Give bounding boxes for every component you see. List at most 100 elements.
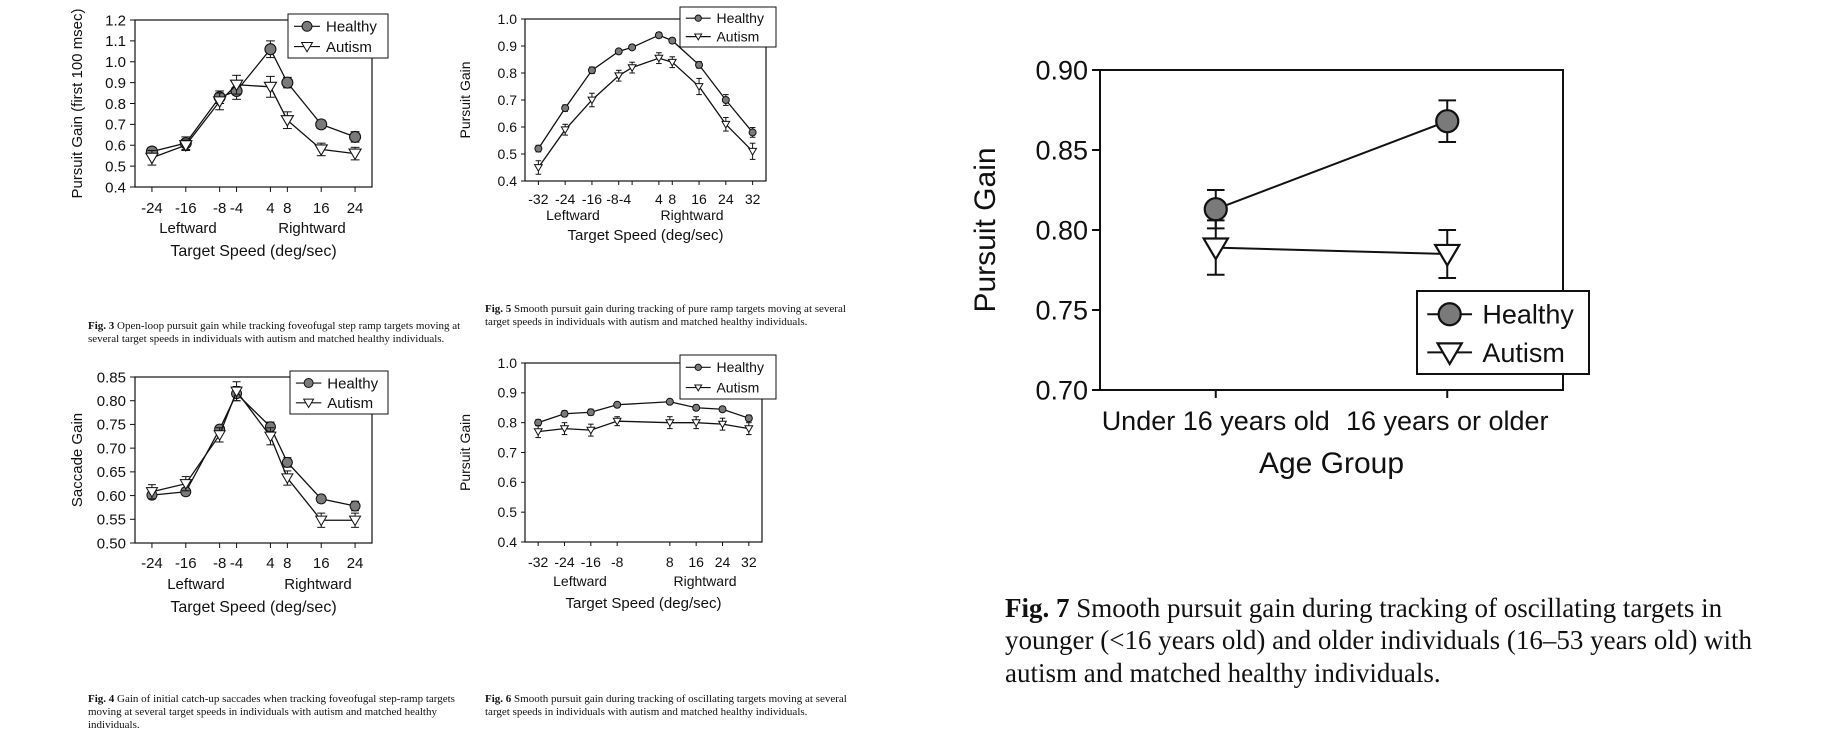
fig5-caption-label: Fig. 5 [485,303,512,315]
fig6-point-healthy [534,418,543,427]
fig6-point-autism [533,428,543,437]
fig6-legend-label-autism: Autism [716,379,759,395]
fig4-point-healthy [315,493,327,505]
fig3-caption-label: Fig. 3 [88,320,115,332]
fig3-y-tick-label: 1.1 [105,33,126,50]
fig5-direction-label-left: Leftward [546,207,600,223]
fig6-chart: 0.4 0.5 0.6 0.7 0.8 0.9 1.0 -32 -24 -16 -8 8 16 24 32 L… [457,354,890,690]
fig4-series-healthy-line [151,392,356,507]
fig7-y-tick-label: 0.80 [1035,215,1088,245]
fig3-direction-label-left: Leftward [159,220,217,237]
fig5-point-autism [533,164,544,173]
fig6-point-autism [744,425,754,434]
fig3-direction-label-right: Rightward [278,220,346,237]
fig7-plot-group: 0.70 0.75 0.80 0.85 0.90 Under 16 years old 16… [969,55,1590,480]
fig5-x-tick-label: -32 [528,191,548,207]
fig5-point-healthy [628,43,637,52]
fig5-point-healthy [654,31,663,40]
fig6-caption-text: Smooth pursuit gain during tracking of o… [485,693,847,719]
fig5-x-tick-label: 24 [718,191,734,207]
fig7-caption-label: Fig. 7 [1005,593,1070,623]
fig3-point-autism [212,96,227,109]
fig3-point-autism [178,140,193,153]
fig4-caption-text: Gain of initial catch-up saccades when t… [88,693,455,732]
fig4-x-tick-label: 16 [313,555,330,572]
fig6-point-healthy [744,414,753,423]
fig4-y-tick-label: 0.80 [97,393,126,410]
fig5-chart-svg: 0.4 0.5 0.6 0.7 0.8 0.9 1.0 -32 -24 -16 -8-4 4 8 16 24… [457,6,777,244]
fig3-x-tick-label: 24 [347,200,364,217]
fig4-x-tick-label: 24 [347,555,364,572]
fig4-y-tick-label: 0.70 [97,440,126,457]
fig5-x-tick-label: -16 [582,191,602,207]
fig6-x-axis-label: Target Speed (deg/sec) [566,595,722,612]
fig5-point-healthy [561,104,570,113]
fig4-x-tick-label: 4 [266,555,274,572]
fig3-x-tick-label: -16 [175,200,197,217]
fig3-caption-text: Open-loop pursuit gain while tracking fo… [88,320,461,346]
fig4-x-tick-label: 8 [283,555,291,572]
fig5-y-tick-label: 0.9 [498,38,518,54]
fig6-x-tick-label: 16 [688,554,704,570]
fig3-point-healthy [349,130,362,143]
fig6-caption: Fig. 6 Smooth pursuit gain during tracki… [485,693,855,719]
fig6-y-tick-label: 0.7 [498,444,518,460]
fig5-y-tick-label: 1.0 [498,11,518,27]
fig6-x-tick-label: 24 [715,554,731,570]
fig5-point-healthy [668,36,677,45]
fig5-y-tick-label: 0.5 [498,146,518,162]
fig3-legend-marker-autism [300,41,314,53]
fig3-y-tick-label: 0.7 [105,117,126,134]
fig7-x-tick-label: Under 16 years old [1102,406,1330,436]
fig7-caption: Fig. 7 Smooth pursuit gain during tracki… [1005,592,1805,689]
fig6-point-autism [559,425,570,434]
fig3-x-tick-label: -24 [141,200,163,217]
fig5-plot-group: 0.4 0.5 0.6 0.7 0.8 0.9 1.0 -32 -24 -16 -8-4 4 8 16 24… [457,6,777,244]
fig4-x-tick-label: -4 [230,555,243,572]
fig6-point-healthy [560,409,569,418]
fig5-point-healthy [534,144,543,153]
fig5-point-healthy [587,66,596,75]
fig5-legend-marker-autism [693,33,703,41]
fig3-x-tick-label: -8 [213,200,226,217]
fig5-x-axis-label: Target Speed (deg/sec) [568,227,724,244]
fig7-x-axis-label: Age Group [1259,447,1404,480]
fig6-y-tick-label: 0.4 [498,534,518,550]
fig3-point-autism [314,144,329,157]
fig6-point-autism [691,419,701,428]
fig3-legend-label-autism: Autism [326,39,372,56]
fig7-point-healthy [1435,109,1460,134]
fig7-chart-svg: 0.70 0.75 0.80 0.85 0.90 Under 16 years old 16… [969,55,1590,480]
fig5-legend-label-healthy: Healthy [716,10,763,26]
fig5-x-tick-label: 8 [668,191,676,207]
fig3-y-tick-label: 1.0 [105,54,126,71]
fig7-y-tick-label: 0.90 [1035,55,1088,85]
fig3-y-tick-label: 0.8 [105,96,126,113]
fig3-point-healthy [315,118,328,131]
fig4-y-tick-label: 0.75 [97,417,126,434]
fig7-point-healthy [1203,197,1228,222]
fig3-point-autism [263,81,278,94]
fig7-y-tick-label: 0.70 [1035,375,1088,405]
fig3-legend-label-healthy: Healthy [326,19,377,36]
fig3-y-tick-label: 0.5 [105,158,126,175]
fig6-point-healthy [586,408,595,417]
fig5-chart: 0.4 0.5 0.6 0.7 0.8 0.9 1.0 -32 -24 -16 -8-4 4 8 16 24… [457,0,890,300]
fig4-point-healthy [281,456,293,468]
fig6-legend-marker-autism [693,384,703,392]
fig4-y-axis-label: Saccade Gain [69,413,86,507]
fig7-y-axis-label: Pursuit Gain [969,147,1002,312]
fig3-chart-svg: 0.4 0.5 0.6 0.7 0.8 0.9 1.0 1.1 1.2 -24 -16 -8 -4 4 8 1… [69,8,389,260]
fig6-x-tick-label: 32 [741,554,757,570]
fig4-chart-svg: 0.50 0.55 0.60 0.65 0.70 0.75 0.80 0.85 -24 -16 -8… [69,369,389,616]
fig6-y-tick-label: 1.0 [498,355,518,371]
fig5-caption-text: Smooth pursuit gain during tracking of p… [485,303,846,329]
fig6-direction-label-left: Leftward [553,573,607,589]
fig3-point-healthy [281,76,294,89]
fig6-x-tick-label: -16 [581,554,601,570]
fig4-point-autism [348,515,362,527]
fig4-y-tick-label: 0.55 [97,512,126,529]
fig7-legend-marker-healthy [1437,302,1462,327]
fig4-point-autism [280,473,294,485]
fig6-legend-label-healthy: Healthy [716,359,763,375]
